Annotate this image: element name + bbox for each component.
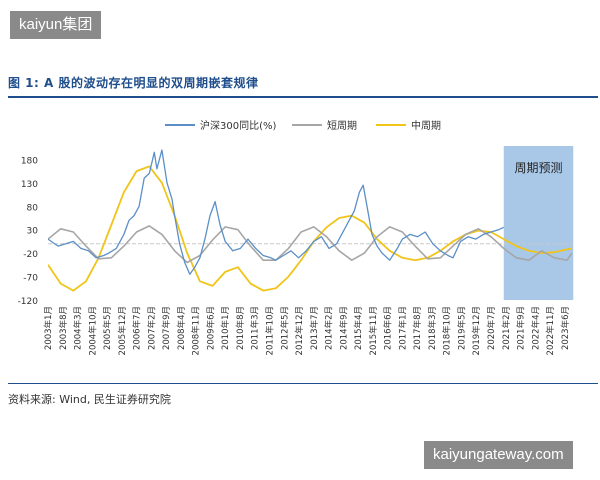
y-tick-label: -20: [23, 250, 38, 260]
x-tick-label: 2005年5月: [102, 306, 113, 350]
x-tick-label: 2011年10月: [264, 306, 275, 355]
title-rule: [8, 96, 598, 98]
forecast-band: [503, 146, 574, 300]
series-line: [48, 149, 504, 275]
x-tick-label: 2023年6月: [560, 306, 571, 350]
figure-title: 图 1: A 股的波动存在明显的双周期嵌套规律: [8, 76, 259, 90]
forecast-label: 周期预测: [514, 161, 562, 175]
y-tick-label: 80: [27, 203, 39, 213]
y-tick-label: -70: [23, 274, 38, 284]
x-tick-label: 2019年5月: [456, 306, 467, 350]
legend-label: 沪深300同比(%): [200, 119, 276, 132]
y-tick-label: 130: [21, 180, 38, 190]
x-tick-label: 2014年9月: [338, 306, 349, 350]
y-tick-label: -120: [18, 297, 39, 307]
x-tick-label: 2012年5月: [279, 306, 290, 350]
legend-label: 短周期: [327, 119, 357, 132]
watermark-top: kaiyun集团: [10, 11, 102, 39]
x-tick-label: 2010年8月: [235, 306, 246, 350]
x-tick-label: 2010年1月: [220, 306, 231, 350]
x-tick-label: 2015年11月: [368, 306, 379, 355]
x-tick-label: 2009年6月: [205, 306, 216, 350]
x-tick-label: 2017年1月: [397, 306, 408, 350]
x-tick-label: 2004年10月: [87, 306, 98, 355]
x-tick-label: 2016年6月: [383, 306, 394, 350]
y-tick-label: 30: [27, 227, 39, 237]
x-tick-label: 2003年1月: [43, 306, 54, 350]
x-tick-label: 2018年10月: [442, 306, 453, 355]
y-tick-label: 180: [21, 156, 38, 166]
series-line: [48, 225, 572, 264]
x-tick-label: 2020年7月: [486, 306, 497, 350]
x-tick-label: 2019年12月: [471, 306, 482, 355]
x-tick-label: 2008年11月: [191, 306, 202, 355]
x-tick-label: 2018年3月: [427, 306, 438, 350]
x-tick-label: 2005年12月: [117, 306, 128, 355]
x-tick-label: 2008年4月: [176, 306, 187, 350]
x-tick-label: 2006年7月: [132, 306, 143, 350]
x-tick-label: 2007年2月: [146, 306, 157, 350]
x-tick-label: 2015年4月: [353, 306, 364, 350]
x-tick-label: 2007年9月: [161, 306, 172, 350]
source-rule: [8, 383, 598, 384]
x-tick-label: 2014年2月: [324, 306, 335, 350]
x-tick-label: 2003年8月: [58, 306, 69, 350]
chart: 周期预测 180 130 80 30 -20 -70 -120 2003年1月 2003年8月 20…: [18, 119, 574, 355]
legend-label: 中周期: [411, 119, 441, 132]
x-tick-label: 2022年4月: [530, 306, 541, 350]
x-tick-label: 2011年3月: [250, 306, 261, 350]
x-tick-label: 2021年9月: [516, 306, 527, 350]
source-note: 资料来源: Wind, 民生证券研究院: [8, 393, 171, 406]
x-tick-label: 2004年3月: [73, 306, 84, 350]
x-tick-label: 2013年7月: [309, 306, 320, 350]
x-tick-label: 2022年11月: [545, 306, 556, 355]
watermark-bottom: kaiyungateway.com: [424, 441, 573, 469]
x-tick-label: 2012年12月: [294, 306, 305, 355]
x-tick-label: 2021年2月: [501, 306, 512, 350]
x-tick-label: 2017年8月: [412, 306, 423, 350]
